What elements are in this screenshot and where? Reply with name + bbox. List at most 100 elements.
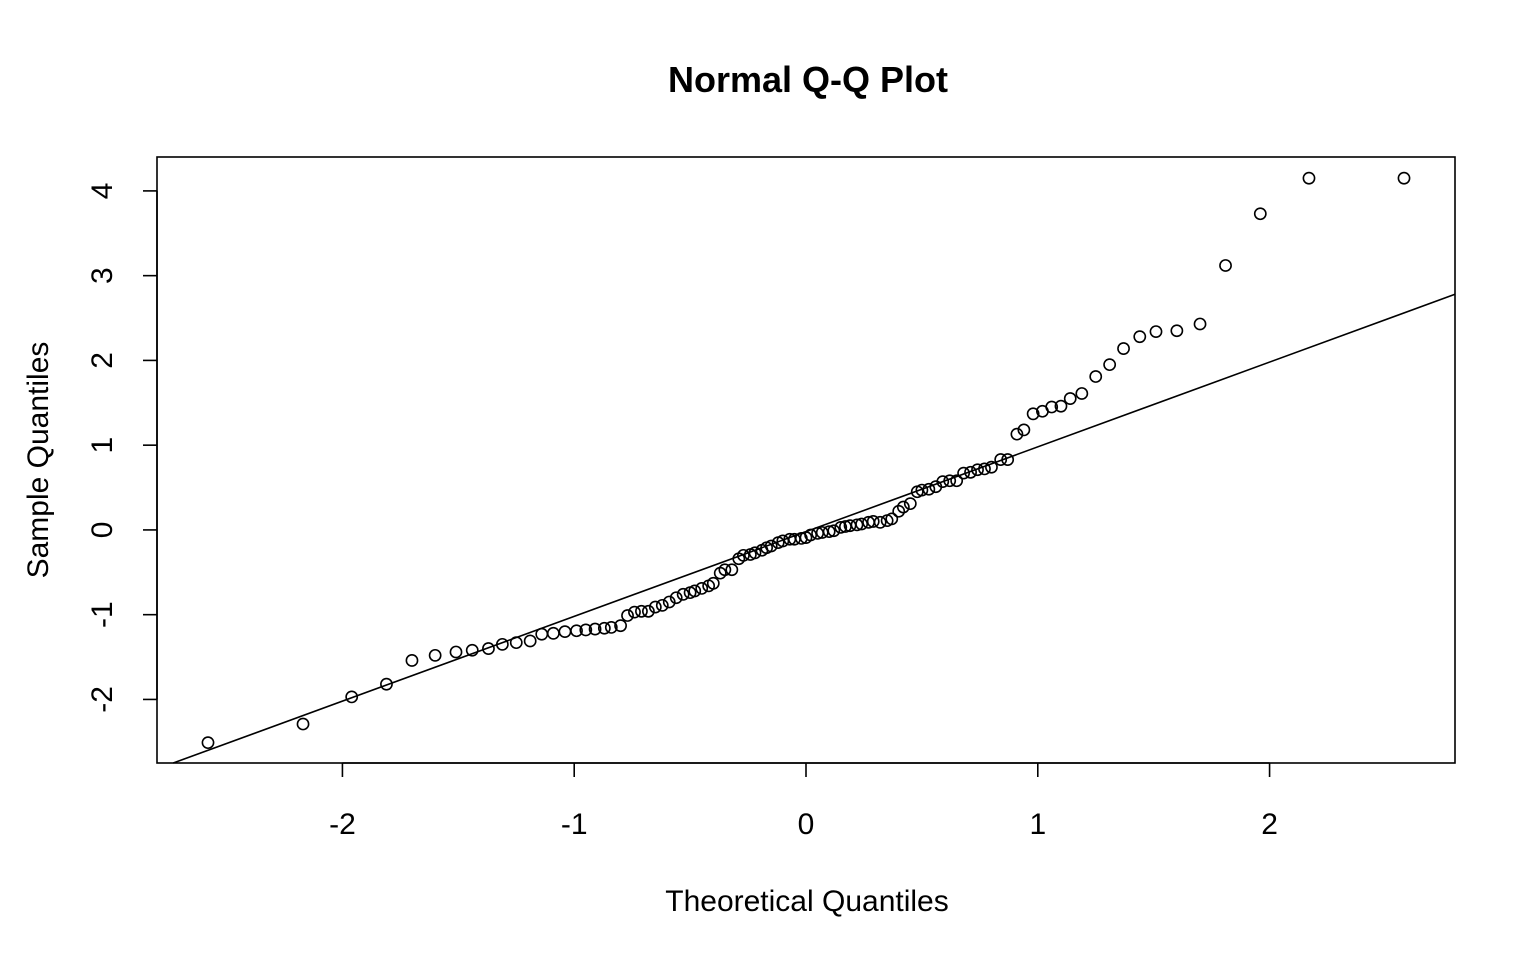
- data-point: [628, 605, 641, 619]
- y-tick-label: -1: [86, 601, 119, 628]
- data-point: [662, 595, 676, 609]
- data-point: [1219, 259, 1232, 272]
- x-tick-label: -2: [329, 808, 356, 841]
- data-point: [978, 462, 991, 476]
- data-point: [936, 475, 950, 489]
- x-tick-label: 1: [1029, 808, 1046, 841]
- data-point: [597, 621, 611, 635]
- data-point: [1302, 171, 1316, 185]
- data-point: [655, 598, 669, 612]
- data-point: [764, 539, 778, 553]
- y-tick-label: 4: [86, 183, 119, 200]
- data-point: [495, 637, 509, 651]
- data-point: [850, 518, 864, 532]
- data-point: [748, 546, 762, 560]
- x-axis-label: Theoretical Quantiles: [665, 885, 948, 918]
- data-point: [827, 524, 841, 538]
- data-point: [1397, 171, 1411, 185]
- data-point: [866, 515, 880, 528]
- data-point: [465, 643, 479, 657]
- data-point: [669, 591, 683, 605]
- data-point: [885, 512, 899, 526]
- data-point: [950, 474, 964, 488]
- points-group: [201, 171, 1411, 750]
- data-point: [971, 463, 984, 477]
- data-point: [380, 677, 393, 691]
- data-point: [201, 736, 215, 750]
- data-point: [725, 563, 739, 577]
- data-point: [1133, 330, 1147, 344]
- data-point: [482, 642, 495, 655]
- x-tick-label: 2: [1261, 808, 1278, 841]
- data-point: [688, 584, 702, 598]
- y-axis-label: Sample Quantiles: [22, 342, 55, 579]
- data-point: [535, 627, 549, 641]
- data-point: [523, 634, 537, 648]
- data-point: [546, 626, 560, 640]
- x-tick-label: 0: [798, 808, 815, 841]
- data-point: [855, 517, 869, 531]
- x-tick-label: -1: [561, 808, 588, 841]
- data-point: [804, 528, 818, 542]
- data-point: [1001, 453, 1015, 466]
- data-point: [1170, 324, 1184, 338]
- data-point: [922, 482, 936, 496]
- data-point: [994, 453, 1008, 466]
- y-tick-label: -2: [86, 686, 119, 713]
- data-point: [943, 474, 957, 488]
- data-point: [621, 609, 634, 622]
- data-point: [579, 623, 593, 637]
- data-point: [1149, 325, 1163, 338]
- data-point: [1075, 387, 1089, 400]
- data-point: [896, 500, 910, 514]
- y-tick-label: 3: [86, 267, 119, 284]
- data-point: [985, 460, 998, 474]
- data-point: [737, 548, 750, 562]
- data-point: [1253, 207, 1267, 221]
- data-point: [641, 604, 655, 618]
- data-point: [822, 525, 836, 539]
- data-point: [614, 619, 627, 633]
- data-point: [1054, 399, 1068, 413]
- data-point: [1063, 392, 1077, 405]
- data-point: [915, 483, 929, 497]
- data-point: [405, 654, 419, 667]
- data-point: [570, 624, 583, 638]
- data-point: [648, 600, 662, 614]
- data-point: [957, 466, 971, 480]
- data-point: [873, 515, 887, 529]
- data-point: [345, 690, 359, 704]
- chart-title: Normal Q-Q Plot: [668, 59, 948, 100]
- data-point: [706, 576, 720, 590]
- y-tick-label: 1: [86, 437, 119, 454]
- data-point: [296, 717, 310, 731]
- data-point: [1017, 423, 1031, 437]
- plot-frame: [156, 156, 1456, 764]
- x-axis: -2 -1 0 1 2: [329, 762, 1278, 841]
- y-axis: -2 -1 0 1 2 3 4: [86, 183, 158, 713]
- data-point: [695, 582, 709, 595]
- data-point: [428, 648, 442, 662]
- data-point: [964, 465, 977, 479]
- y-tick-label: 2: [86, 352, 119, 369]
- data-point: [588, 622, 602, 636]
- data-point: [1089, 370, 1103, 383]
- data-point: [509, 636, 523, 650]
- data-point: [1117, 342, 1130, 355]
- data-point: [676, 587, 690, 601]
- data-point: [903, 497, 917, 511]
- data-point: [834, 520, 848, 534]
- data-point: [1103, 358, 1117, 372]
- data-point: [1193, 317, 1207, 331]
- data-point: [558, 625, 572, 639]
- data-point: [1045, 400, 1059, 414]
- data-point: [449, 645, 463, 659]
- data-point: [1026, 407, 1040, 421]
- data-point: [1010, 427, 1024, 441]
- y-tick-label: 0: [86, 522, 119, 539]
- data-point: [635, 604, 648, 618]
- data-point: [718, 563, 732, 577]
- data-point: [604, 620, 618, 634]
